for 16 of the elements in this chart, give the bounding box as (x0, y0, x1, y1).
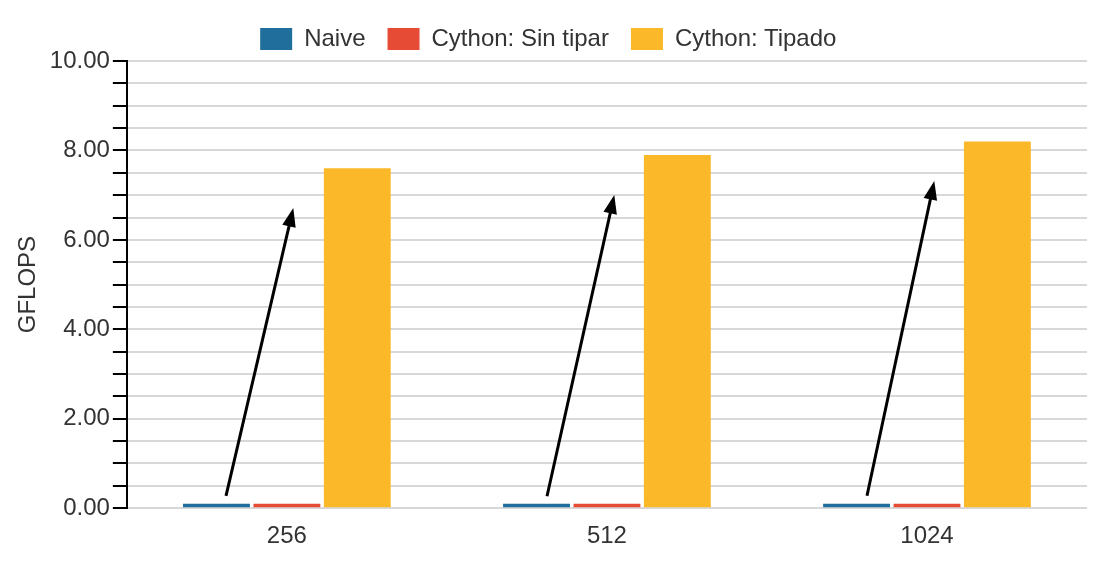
x-tick-label: 1024 (900, 521, 954, 549)
y-tick-label: 6.00 (63, 224, 110, 252)
y-axis-title: GFLOPS (13, 235, 41, 334)
bar (323, 168, 391, 508)
x-tick-label: 512 (586, 521, 627, 549)
y-tick-label: 0.00 (63, 492, 110, 520)
y-tick-label: 2.00 (63, 403, 110, 431)
legend-label: Naive (304, 23, 366, 51)
bar (963, 141, 1031, 508)
y-tick-label: 4.00 (63, 313, 110, 341)
legend-label: Cython: Tipado (674, 23, 837, 51)
legend-label: Cython: Sin tipar (431, 23, 609, 51)
y-tick-label: 10.00 (49, 45, 110, 73)
x-tick-label: 256 (266, 521, 307, 549)
y-tick-label: 8.00 (63, 135, 110, 163)
bar (643, 154, 711, 508)
